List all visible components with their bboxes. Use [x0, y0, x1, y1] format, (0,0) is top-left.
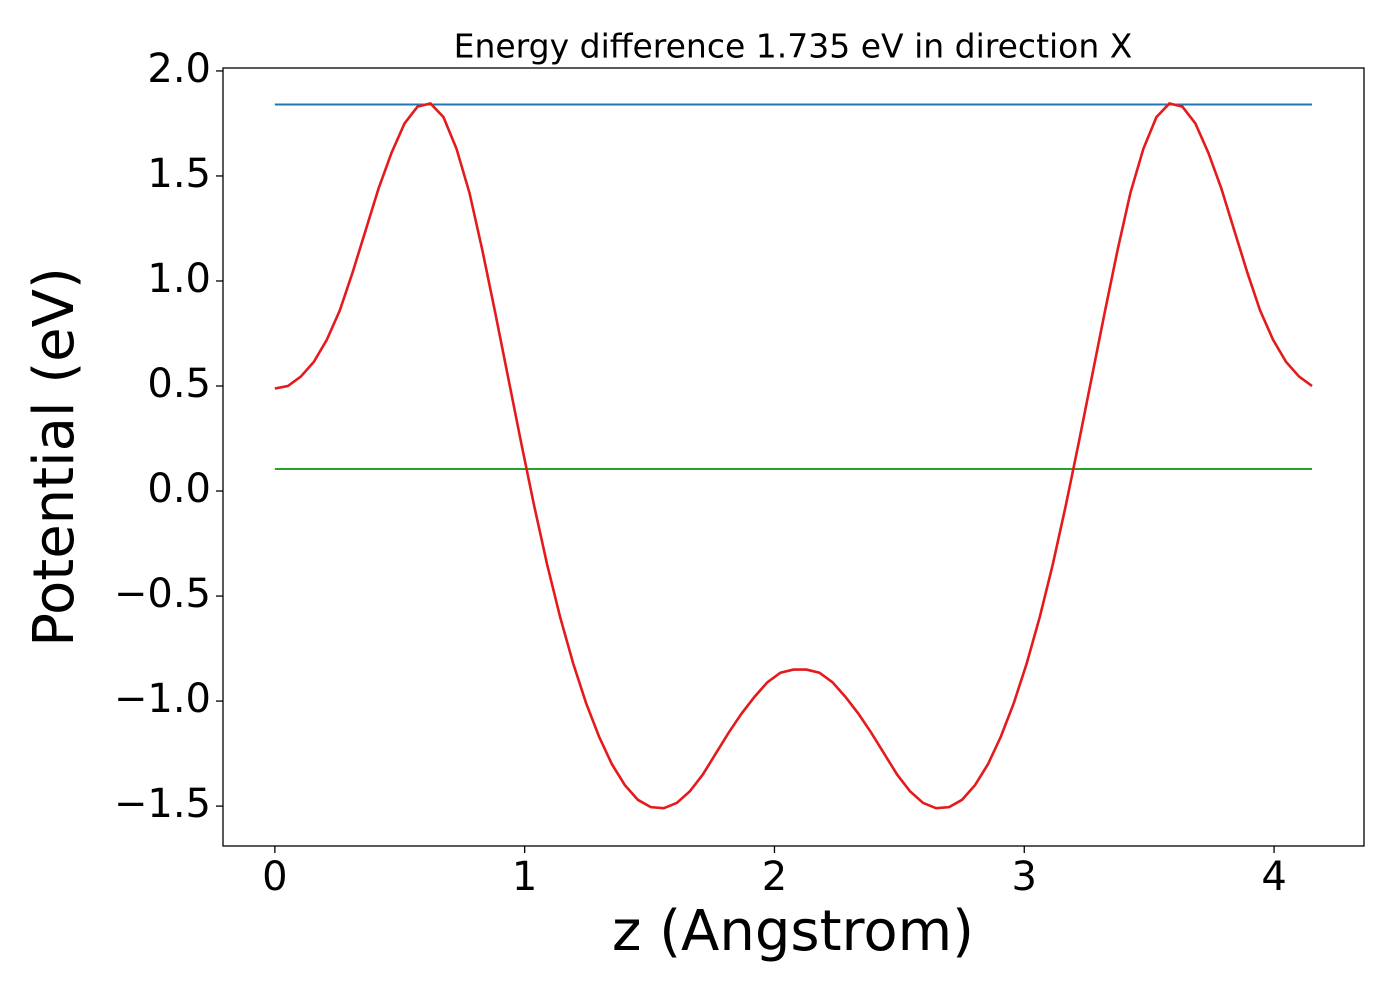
x-tick-label: 0 [262, 854, 287, 900]
y-tick-label: −1.0 [114, 676, 211, 722]
x-tick-label: 1 [512, 854, 537, 900]
y-tick-label: −0.5 [114, 571, 211, 617]
x-axis-label: z (Angstrom) [612, 899, 974, 964]
chart-title: Energy difference 1.735 eV in direction … [454, 27, 1133, 66]
x-tick-label: 3 [1012, 854, 1037, 900]
y-tick-label: 2.0 [147, 46, 211, 92]
data-line [274, 102, 1313, 810]
x-tick-label: 2 [762, 854, 787, 900]
y-tick-label: 0.5 [147, 361, 211, 407]
plot-frame [222, 67, 1365, 847]
y-axis-label: Potential (eV) [22, 267, 87, 647]
y-tick-label: −1.5 [114, 781, 211, 827]
y-tick-label: 1.5 [147, 151, 211, 197]
x-tick-label: 4 [1261, 854, 1286, 900]
y-tick-label: 0.0 [147, 466, 211, 512]
y-tick-label: 1.0 [147, 256, 211, 302]
